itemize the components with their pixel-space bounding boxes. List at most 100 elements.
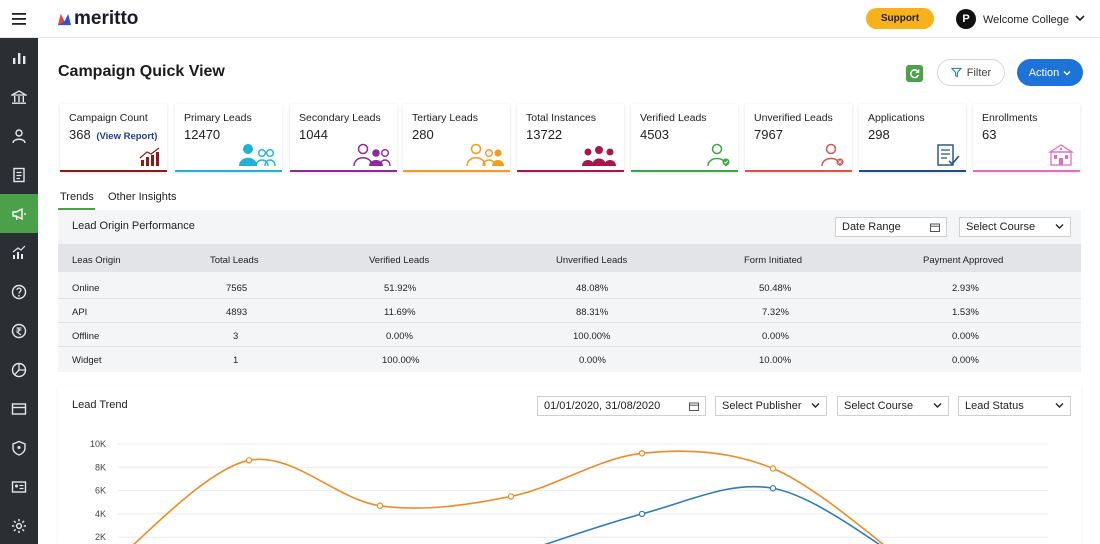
- table-cell: 4893: [226, 307, 248, 318]
- card-label: Campaign Count: [69, 112, 148, 124]
- table-cell: 0.00%: [386, 331, 413, 342]
- refresh-button[interactable]: [906, 65, 923, 82]
- data-point[interactable]: [507, 493, 515, 500]
- data-point[interactable]: [769, 485, 777, 492]
- help-icon: [11, 284, 27, 299]
- sidebar-item-profiles[interactable]: [0, 467, 38, 506]
- card-campaign-count[interactable]: Campaign Count 368 (View Report): [60, 104, 167, 172]
- table-row[interactable]: Offline 3 0.00% 100.00% 0.00% 0.00%: [58, 323, 1081, 347]
- sidebar-item-analytics[interactable]: [0, 233, 38, 272]
- table-cell: 51.92%: [384, 283, 417, 294]
- card-accent-line: [60, 170, 167, 172]
- card-primary-leads[interactable]: Primary Leads 12470: [175, 104, 282, 172]
- calendar-icon: [930, 223, 940, 232]
- sidebar-item-payments[interactable]: [0, 311, 38, 350]
- data-point[interactable]: [638, 510, 646, 518]
- card-accent-line: [631, 170, 738, 172]
- trend-course-select[interactable]: Select Course: [837, 396, 949, 416]
- trend-date-picker[interactable]: 01/01/2020, 31/08/2020: [537, 396, 706, 416]
- table-row[interactable]: Widget 1 100.00% 0.00% 10.00% 0.00%: [58, 347, 1081, 371]
- sidebar-item-dashboard[interactable]: [0, 38, 38, 77]
- users-icon: [353, 143, 391, 167]
- publisher-select[interactable]: Select Publisher: [715, 396, 827, 416]
- card-accent-line: [290, 170, 397, 172]
- date-range-picker[interactable]: Date Range: [835, 217, 947, 237]
- pie-chart-icon: [11, 362, 27, 377]
- table-cell: 0.00%: [952, 355, 979, 366]
- sidebar-item-institution[interactable]: [0, 77, 38, 116]
- table-cell: 1.53%: [952, 307, 979, 318]
- lead-status-label: Lead Status: [965, 400, 1024, 412]
- lead-status-select[interactable]: Lead Status: [958, 396, 1071, 416]
- avatar[interactable]: P: [956, 9, 976, 29]
- logo-mark-icon: [58, 13, 71, 25]
- table-row[interactable]: API 4893 11.69% 88.31% 7.32% 1.53%: [58, 299, 1081, 323]
- filter-label: Filter: [966, 66, 992, 79]
- y-tick-label: 2K: [95, 532, 106, 542]
- card-accent-line: [517, 170, 624, 172]
- card-secondary-leads[interactable]: Secondary Leads 1044: [290, 104, 397, 172]
- college-name[interactable]: Welcome College: [983, 14, 1070, 26]
- sidebar-item-users[interactable]: [0, 116, 38, 155]
- sidebar-item-campaigns[interactable]: [0, 194, 38, 233]
- table-cell: 7565: [226, 283, 248, 294]
- institution-icon: [11, 89, 27, 104]
- table-cell: Online: [72, 283, 100, 294]
- card-unverified-leads[interactable]: Unverified Leads 7967: [745, 104, 852, 172]
- sidebar-item-security[interactable]: [0, 428, 38, 467]
- id-card-icon: [11, 480, 27, 493]
- card-label: Total Instances: [526, 112, 597, 124]
- growth-chart-icon: [139, 147, 160, 166]
- table-cell: 48.08%: [576, 283, 609, 294]
- support-button[interactable]: Support: [866, 8, 934, 29]
- course-select[interactable]: Select Course: [959, 217, 1071, 237]
- user-icon: [12, 128, 26, 143]
- chevron-down-icon: [811, 403, 820, 408]
- sidebar-item-reports[interactable]: [0, 350, 38, 389]
- card-total-instances[interactable]: Total Instances 13722: [517, 104, 624, 172]
- filter-icon: [950, 67, 962, 78]
- app-logo[interactable]: meritto: [58, 8, 138, 30]
- chevron-down-icon[interactable]: [1075, 14, 1085, 22]
- data-point[interactable]: [638, 450, 646, 457]
- building-icon: [1048, 144, 1074, 166]
- trend-date-value: 01/01/2020, 31/08/2020: [544, 400, 661, 412]
- data-point[interactable]: [769, 465, 777, 472]
- table-cell: 88.31%: [576, 307, 609, 318]
- card-enrollments[interactable]: Enrollments 63: [973, 104, 1080, 172]
- sidebar-item-help[interactable]: [0, 272, 38, 311]
- filter-button[interactable]: Filter: [937, 59, 1005, 86]
- sidebar-item-settings[interactable]: [0, 506, 38, 544]
- data-point[interactable]: [376, 502, 384, 509]
- table-cell: 100.00%: [573, 331, 611, 342]
- sidebar-item-documents[interactable]: [0, 155, 38, 194]
- action-label: Action: [1028, 66, 1060, 79]
- data-point[interactable]: [245, 457, 253, 464]
- chevron-down-icon: [1055, 403, 1064, 408]
- column-header: Leas Origin: [72, 255, 121, 266]
- column-header: Form Initiated: [744, 255, 803, 266]
- view-report-link[interactable]: (View Report): [96, 131, 158, 142]
- date-range-label: Date Range: [842, 221, 901, 233]
- card-label: Unverified Leads: [754, 112, 833, 124]
- table-header: Leas Origin Total Leads Verified Leads U…: [58, 244, 1081, 272]
- table-row[interactable]: Online 7565 51.92% 48.08% 50.48% 2.93%: [58, 275, 1081, 299]
- card-value: 280: [412, 127, 434, 142]
- publisher-select-label: Select Publisher: [722, 400, 802, 412]
- card-accent-line: [403, 170, 510, 172]
- card-verified-leads[interactable]: Verified Leads 4503: [631, 104, 738, 172]
- card-applications[interactable]: Applications 298: [859, 104, 966, 172]
- tab-trends[interactable]: Trends: [60, 191, 94, 203]
- sidebar-item-billing[interactable]: [0, 389, 38, 428]
- card-value: 4503: [640, 127, 669, 142]
- y-tick-label: 6K: [95, 486, 106, 496]
- menu-button[interactable]: [0, 0, 38, 38]
- card-value: 368 (View Report): [69, 127, 157, 142]
- card-tertiary-leads[interactable]: Tertiary Leads 280: [403, 104, 510, 172]
- table-cell: 11.69%: [384, 307, 416, 318]
- table-cell: 0.00%: [579, 355, 606, 366]
- action-button[interactable]: Action: [1017, 59, 1083, 86]
- tab-other-insights[interactable]: Other Insights: [108, 191, 177, 203]
- table-cell: 100.00%: [382, 355, 420, 366]
- refresh-icon: [910, 69, 920, 79]
